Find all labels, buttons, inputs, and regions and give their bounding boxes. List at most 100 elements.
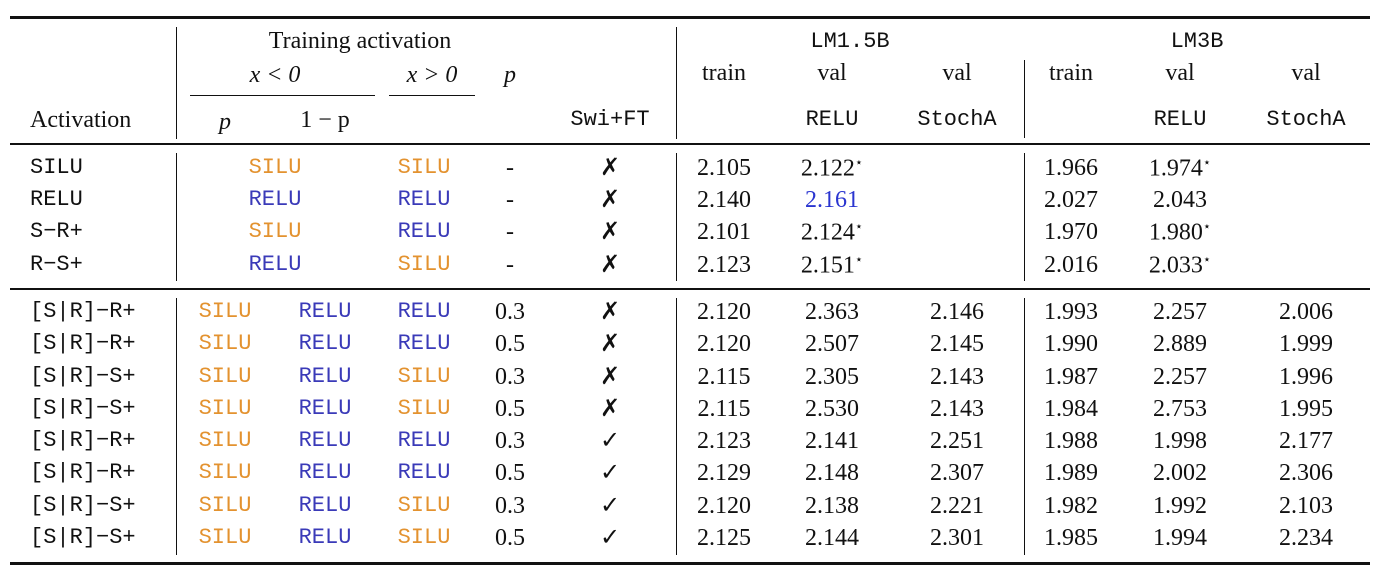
value-cell: 1.999 [1279,331,1333,357]
p-cell: 0.5 [495,525,525,551]
significance-mark: ⋆ [854,218,864,234]
row-name: [S|R]−S+ [30,396,136,421]
activation-cell: SILU [198,428,252,453]
column-header: train [1049,60,1093,86]
cell-value: 2.151 [800,252,855,279]
block-rule [10,288,1370,290]
value-cell: 1.974⋆ [1149,156,1211,181]
row-name: R−S+ [30,252,83,277]
activation-cell: SILU [198,493,252,518]
activation-cell: RELU [298,396,352,421]
value-cell: 2.251 [930,428,984,454]
activation-cell: RELU [298,493,352,518]
ft-cell: ✗ [599,331,621,357]
activation-cell: RELU [248,252,302,277]
cell-value: 2.124 [800,219,855,246]
value-cell: 2.161 [805,188,859,212]
activation-cell: RELU [298,299,352,324]
column-separator [676,153,678,281]
row-name: [S|R]−S+ [30,364,136,389]
ft-cell: ✗ [599,299,621,325]
value-cell: 2.143 [930,396,984,422]
activation-cell: SILU [397,155,451,180]
group-header: LM1.5B [810,29,890,54]
value-cell: 2.016 [1044,252,1098,278]
cell-value: 2.161 [805,187,859,213]
value-cell: 1.987 [1044,364,1098,390]
row-name: S−R+ [30,219,83,244]
p-cell: - [506,187,514,213]
significance-mark: ⋆ [854,251,864,267]
value-cell: 2.145 [930,331,984,357]
value-cell: 2.120 [697,299,751,325]
value-cell: 2.101 [697,219,751,245]
value-cell: 2.889 [1153,331,1207,357]
p-cell: - [506,155,514,181]
cmidrule [190,95,375,97]
activation-cell: SILU [397,493,451,518]
activation-cell: SILU [397,364,451,389]
value-cell: 1.992 [1153,493,1207,519]
value-cell: 1.994 [1153,525,1207,551]
ft-cell: ✓ [599,525,621,551]
value-cell: 2.146 [930,299,984,325]
value-cell: 2.301 [930,525,984,551]
value-cell: 1.989 [1044,460,1098,486]
column-header: train [702,60,746,86]
column-header: StochA [917,107,997,132]
value-cell: 2.144 [805,525,859,551]
p-cell: 0.3 [495,428,525,454]
value-cell: 1.982 [1044,493,1098,519]
p-cell: - [506,219,514,245]
activation-cell: RELU [397,460,451,485]
row-name: [S|R]−R+ [30,428,136,453]
value-cell: 2.006 [1279,299,1333,325]
p-cell: 0.5 [495,396,525,422]
activation-cell: RELU [397,299,451,324]
ft-cell: ✗ [599,155,621,181]
column-separator [676,27,678,139]
p-cell: 0.3 [495,493,525,519]
column-header: Activation [30,107,132,133]
value-cell: 1.985 [1044,525,1098,551]
activation-cell: SILU [397,525,451,550]
column-header: val [1165,60,1195,86]
value-cell: 2.115 [697,364,751,390]
value-cell: 1.996 [1279,364,1333,390]
value-cell: 2.140 [697,187,751,213]
value-cell: 1.980⋆ [1149,220,1211,245]
row-name: [S|R]−R+ [30,299,136,324]
activation-cell: SILU [198,364,252,389]
column-header: RELU [805,107,859,132]
significance-mark: ⋆ [1202,154,1212,170]
row-name: [S|R]−S+ [30,525,136,550]
value-cell: 2.363 [805,299,859,325]
value-cell: 2.507 [805,331,859,357]
value-cell: 2.033⋆ [1149,253,1211,278]
cell-value: 1.974 [1148,155,1203,182]
activation-cell: SILU [198,460,252,485]
column-separator [676,298,678,555]
activation-cell: SILU [397,396,451,421]
column-header: 1 − p [300,107,350,133]
p-cell: 0.5 [495,331,525,357]
column-header: RELU [1153,107,1207,132]
ft-cell: ✗ [599,187,621,213]
row-name: [S|R]−S+ [30,493,136,518]
activation-cell: SILU [248,219,302,244]
p-cell: - [506,252,514,278]
row-name: RELU [30,187,83,212]
cell-value: 2.122 [800,155,855,182]
activation-cell: RELU [298,460,352,485]
value-cell: 2.027 [1044,187,1098,213]
value-cell: 2.125 [697,525,751,551]
value-cell: 2.120 [697,331,751,357]
column-header: StochA [1266,107,1346,132]
column-header: val [942,60,972,86]
activation-cell: SILU [397,252,451,277]
activation-cell: RELU [298,428,352,453]
significance-mark: ⋆ [1202,218,1212,234]
value-cell: 2.122⋆ [801,156,863,181]
value-cell: 2.143 [930,364,984,390]
